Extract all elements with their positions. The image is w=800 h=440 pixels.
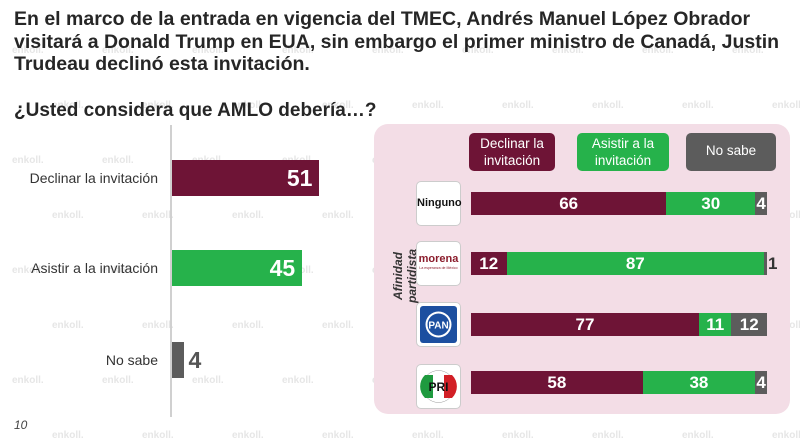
headline: En el marco de la entrada en vigencia de… (14, 8, 780, 75)
watermark-text: enkoll. (322, 430, 354, 440)
overall-bar-value: 4 (188, 347, 202, 373)
watermark-text: enkoll. (682, 100, 714, 111)
stacked-segment (698, 313, 732, 336)
watermark-text: enkoll. (592, 100, 624, 111)
watermark-text: enkoll. (52, 430, 84, 440)
stacked-segment (731, 313, 767, 336)
stacked-segment-value: 12 (479, 254, 499, 273)
stacked-segment (471, 313, 699, 336)
watermark-text: enkoll. (592, 430, 624, 440)
overall-bar-value: 51 (286, 165, 313, 191)
morena-label: morena (418, 253, 459, 265)
watermark-text: enkoll. (142, 430, 174, 440)
stacked-segment (755, 192, 767, 215)
overall-category-label: No sabe (105, 352, 158, 368)
stacked-segment-value: 4 (756, 373, 766, 392)
stacked-segment (755, 371, 767, 394)
watermark-text: enkoll. (412, 100, 444, 111)
legend-declinar: Declinar la invitación (469, 133, 555, 171)
morena-logo: morena La esperanza de México (416, 241, 461, 286)
overall-category-label: Asistir a la invitación (31, 260, 158, 276)
stacked-segment-value: 77 (575, 315, 595, 334)
pri-label: PRI (428, 380, 448, 394)
stacked-segment (471, 252, 507, 275)
morena-sublabel: La esperanza de México (419, 266, 458, 270)
stacked-segment-value: 38 (689, 373, 709, 392)
stacked-segment-value: 4 (756, 194, 766, 213)
pri-emblem-icon: PRI (420, 370, 457, 403)
overall-bar (172, 160, 319, 196)
overall-bar (172, 250, 302, 286)
stacked-segment-value: 58 (547, 373, 567, 392)
stacked-segment (506, 252, 765, 275)
watermark-text: enkoll. (412, 430, 444, 440)
y-axis-title: Afinidad partidista (391, 249, 419, 304)
overall-bar-value: 45 (269, 255, 296, 281)
question: ¿Usted considera que AMLO debería…? (14, 100, 377, 121)
stacked-segment-value: 12 (739, 315, 759, 334)
stacked-segment (642, 371, 756, 394)
pri-logo: PRI (416, 364, 461, 409)
stacked-segment (764, 252, 767, 275)
stacked-segment-value: 11 (706, 315, 725, 334)
stacked-segment (471, 371, 643, 394)
stacked-segment-value: 1 (768, 254, 778, 273)
watermark-text: enkoll. (772, 430, 800, 440)
overall-bar-chart: Declinar la invitación 51 Asistir a la inv… (0, 125, 380, 425)
legend-no-sabe: No sabe (686, 133, 776, 171)
overall-category-label: Declinar la invitación (29, 170, 158, 186)
stacked-segment-value: 66 (559, 194, 579, 213)
stacked-segment (471, 192, 667, 215)
ninguno-logo: Ninguno (416, 181, 462, 226)
pan-label: PAN (428, 321, 448, 332)
watermark-text: enkoll. (502, 430, 534, 440)
pan-emblem-icon: PAN (420, 306, 457, 343)
stacked-segment-value: 87 (625, 254, 645, 273)
pan-logo: PAN (416, 302, 461, 347)
ninguno-label: Ninguno (417, 197, 462, 209)
overall-bar (172, 342, 184, 378)
watermark-text: enkoll. (502, 100, 534, 111)
watermark-text: enkoll. (232, 430, 264, 440)
legend-asistir: Asistir a la invitación (577, 133, 669, 171)
watermark-text: enkoll. (682, 430, 714, 440)
stacked-segment-value: 30 (701, 194, 721, 213)
watermark-text: enkoll. (772, 100, 800, 111)
page-number: 10 (14, 418, 28, 432)
stacked-segment (666, 192, 756, 215)
left-axis-line (170, 125, 172, 417)
